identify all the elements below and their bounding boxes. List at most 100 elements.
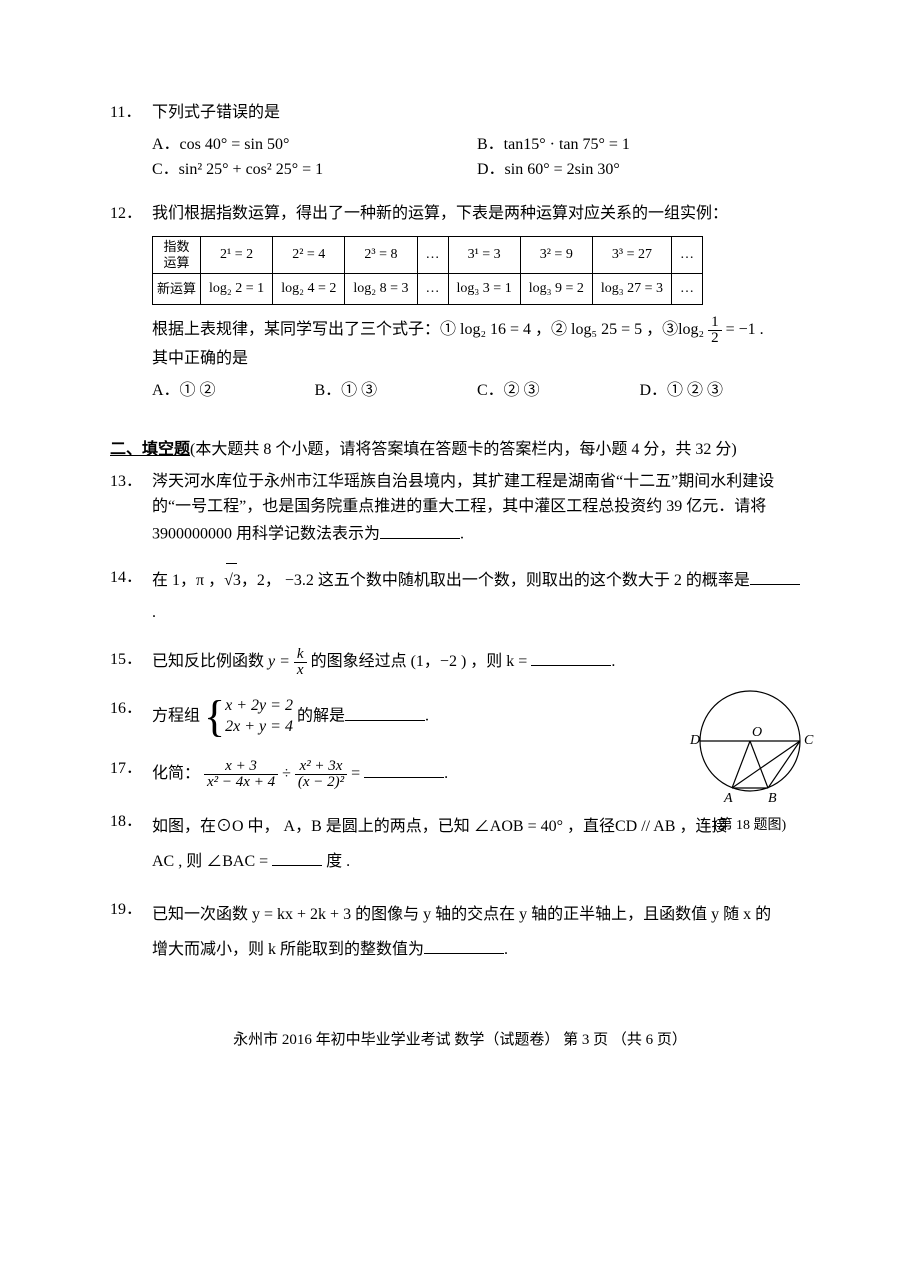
q12-text2: 根据上表规律，某同学写出了三个式子：① log₂ 16 = 4 ，② log₅ … xyxy=(152,315,802,346)
r1c6: 3² = 9 xyxy=(520,237,592,273)
q12-number: 12． xyxy=(110,201,148,227)
q11-opt-b: B．tan15° · tan 75° = 1 xyxy=(477,132,802,158)
r2c4: … xyxy=(417,273,448,304)
section-2-header: 二、填空题(本大题共 8 个小题，请将答案填在答题卡的答案栏内，每小题 4 分，… xyxy=(110,437,810,463)
q16-system: x + 2y = 22x + y = 4 xyxy=(225,696,293,738)
q16-eq2: 2x + y = 4 xyxy=(225,717,293,738)
q17-body: 化简： x + 3x² − 4x + 4 ÷ x² + 3x(x − 2)² =… xyxy=(152,756,612,791)
r2c6: log₃ 9 = 2 xyxy=(520,273,592,304)
label-C: C xyxy=(804,733,814,748)
q16-t2: 的解是 xyxy=(293,708,345,725)
table-row: 新运算 log₂ 2 = 1 log₂ 4 = 2 log₂ 8 = 3 … l… xyxy=(153,273,703,304)
figure-18-caption: (第 18 题图) xyxy=(680,815,820,837)
q12-opt-d: D．① ② ③ xyxy=(640,378,803,404)
q12-opt-a: A．① ② xyxy=(152,378,315,404)
q16-body: 方程组 {x + 2y = 22x + y = 4 的解是. xyxy=(152,696,612,738)
r1c3: 2³ = 8 xyxy=(345,237,417,273)
question-13: 13． 涔天河水库位于永州市江华瑶族自治县境内，其扩建工程是湖南省“十二五”期间… xyxy=(110,469,810,547)
page-footer: 永州市 2016 年初中毕业学业考试 数学（试题卷） 第 3 页 （共 6 页） xyxy=(110,1028,810,1052)
question-14: 14． 在 1，π ，√3，2， −3.2 这五个数中随机取出一个数，则取出的这… xyxy=(110,565,810,629)
q16-eq1: x + 2y = 2 xyxy=(225,696,293,717)
r2c2: log₂ 4 = 2 xyxy=(273,273,345,304)
q19-blank xyxy=(424,936,504,955)
q19-tail: . xyxy=(504,941,508,958)
q18-t2: AC , 则 ∠BAC = xyxy=(152,853,272,870)
r2c7: log₃ 27 = 3 xyxy=(592,273,671,304)
q11-options: A．cos 40° = sin 50° B．tan15° · tan 75° =… xyxy=(152,132,802,183)
frac-den: (x − 2)² xyxy=(295,775,347,790)
row1-label: 指数运算 xyxy=(153,237,201,273)
q14-sqrt: √3 xyxy=(224,572,241,589)
r2c1: log₂ 2 = 1 xyxy=(201,273,273,304)
q15-y: y = xyxy=(268,653,294,670)
frac-num: x² + 3x xyxy=(295,759,347,775)
q13-tail: . xyxy=(460,526,464,543)
q14-tail: . xyxy=(152,604,156,621)
q15-tail: . xyxy=(611,653,615,670)
q17-frac2: x² + 3x(x − 2)² xyxy=(295,759,347,790)
q18-unit: 度 . xyxy=(322,853,350,870)
q11-opt-d: D．sin 60° = 2sin 30° xyxy=(477,157,802,183)
r1c7: 3³ = 27 xyxy=(592,237,671,273)
label-B: B xyxy=(768,791,777,806)
q17-div: ÷ xyxy=(282,765,295,782)
q14-blank xyxy=(750,567,800,586)
q12-text: 我们根据指数运算，得出了一种新的运算，下表是两种运算对应关系的一组实例： xyxy=(152,205,728,222)
q12-opt-b: B．① ③ xyxy=(315,378,478,404)
r2c5: log₃ 3 = 1 xyxy=(448,273,520,304)
q16-number: 16． xyxy=(110,696,148,722)
q13-body: 涔天河水库位于永州市江华瑶族自治县境内，其扩建工程是湖南省“十二五”期间水利建设… xyxy=(152,469,802,547)
q17-blank xyxy=(364,759,444,778)
q15-blank xyxy=(531,648,611,667)
q15-body: 已知反比例函数 y = kx 的图象经过点 (1，−2 ) ，则 k = . xyxy=(152,647,802,678)
r1c5: 3¹ = 3 xyxy=(448,237,520,273)
q12-text2a: 根据上表规律，某同学写出了三个式子：① log₂ 16 = 4 ，② log₅ … xyxy=(152,321,708,338)
question-12: 12． 我们根据指数运算，得出了一种新的运算，下表是两种运算对应关系的一组实例：… xyxy=(110,201,810,403)
r1c1: 2¹ = 2 xyxy=(201,237,273,273)
r1c2: 2² = 4 xyxy=(273,237,345,273)
frac-den: 2 xyxy=(708,331,722,346)
frac-num: x + 3 xyxy=(204,759,278,775)
q15-t1: 已知反比例函数 xyxy=(152,653,268,670)
q17-t1: 化简： xyxy=(152,765,200,782)
q19-t1: 已知一次函数 y = kx + 2k + 3 的图像与 y 轴的交点在 y 轴的… xyxy=(152,906,771,923)
q11-body: 下列式子错误的是 A．cos 40° = sin 50° B．tan15° · … xyxy=(152,100,802,183)
q18-number: 18． xyxy=(110,809,148,835)
q13-blank xyxy=(380,520,460,539)
q12-body: 我们根据指数运算，得出了一种新的运算，下表是两种运算对应关系的一组实例： 指数运… xyxy=(152,201,802,403)
q12-text3: 其中正确的是 xyxy=(152,346,802,372)
q11-text: 下列式子错误的是 xyxy=(152,104,280,121)
q14-body: 在 1，π ，√3，2， −3.2 这五个数中随机取出一个数，则取出的这个数大于… xyxy=(152,565,802,629)
q15-frac: kx xyxy=(294,647,307,678)
label-O: O xyxy=(752,725,762,740)
q16-tail: . xyxy=(425,708,429,725)
frac-den: x² − 4x + 4 xyxy=(204,775,278,790)
q12-opt-c: C．② ③ xyxy=(477,378,640,404)
q17-number: 17． xyxy=(110,756,148,782)
question-19: 19． 已知一次函数 y = kx + 2k + 3 的图像与 y 轴的交点在 … xyxy=(110,897,810,967)
q11-opt-a: A．cos 40° = sin 50° xyxy=(152,132,477,158)
question-15: 15． 已知反比例函数 y = kx 的图象经过点 (1，−2 ) ，则 k =… xyxy=(110,647,810,678)
q14-t1: 在 1，π ， xyxy=(152,572,224,589)
q17-frac1: x + 3x² − 4x + 4 xyxy=(204,759,278,790)
label-A: A xyxy=(723,791,733,806)
frac-num: 1 xyxy=(708,315,722,331)
q12-text2b: = −1 . xyxy=(722,321,764,338)
section2-desc: (本大题共 8 个小题，请将答案填在答题卡的答案栏内，每小题 4 分，共 32 … xyxy=(190,441,737,458)
q16-blank xyxy=(345,702,425,721)
q12-options: A．① ② B．① ③ C．② ③ D．① ② ③ xyxy=(152,378,802,404)
q16-t1: 方程组 xyxy=(152,708,204,725)
q17-eq: = xyxy=(351,765,364,782)
q18-t1: 如图，在⊙O 中， A，B 是圆上的两点，已知 ∠AOB = 40° ，直径CD… xyxy=(152,818,727,835)
question-16: 16． 方程组 {x + 2y = 22x + y = 4 的解是. D O C… xyxy=(110,696,810,738)
q12-frac: 12 xyxy=(708,315,722,346)
q18-blank xyxy=(272,847,322,866)
circle-diagram-icon: D O C A B xyxy=(680,686,820,806)
frac-num: k xyxy=(294,647,307,663)
label-D: D xyxy=(689,733,700,748)
q19-number: 19． xyxy=(110,897,148,923)
q11-number: 11． xyxy=(110,100,148,126)
figure-18: D O C A B (第 18 题图) xyxy=(680,686,820,837)
q13-number: 13． xyxy=(110,469,148,495)
q14-t2: ，2， −3.2 这五个数中随机取出一个数，则取出的这个数大于 2 的概率是 xyxy=(241,572,750,589)
